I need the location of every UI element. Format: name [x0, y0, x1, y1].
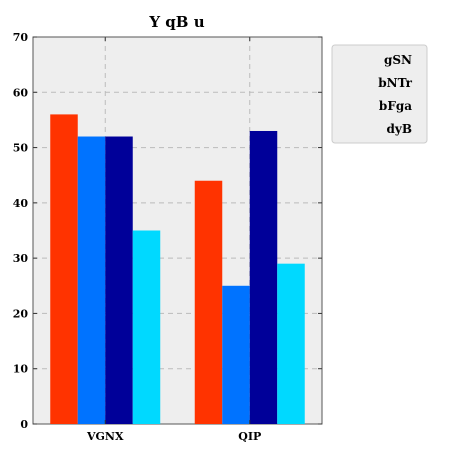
bar: [105, 136, 133, 424]
legend-box: [331, 44, 428, 144]
bar: [222, 285, 250, 424]
y-tick-label: 20: [13, 307, 29, 320]
legend-label: dyB: [386, 122, 412, 136]
bar: [249, 130, 278, 424]
legend-label: gSN: [384, 53, 412, 67]
bars: [50, 114, 305, 425]
chart-title: Y qB u: [148, 13, 204, 31]
legend-label: bFga: [379, 99, 412, 113]
bar: [277, 263, 305, 424]
axis-ticks: 0 10 20 30 40 50 60 70 VGNX QIP: [13, 31, 322, 443]
bar: [77, 136, 106, 424]
legend: gSN bNTr bFga dyB: [331, 44, 428, 144]
legend-label: bNTr: [378, 76, 412, 90]
y-tick-label: 0: [20, 418, 28, 431]
y-tick-label: 10: [13, 363, 29, 376]
bar: [132, 230, 161, 424]
y-tick-label: 40: [13, 197, 29, 210]
y-tick-label: 70: [13, 31, 29, 44]
y-tick-label: 50: [13, 142, 29, 155]
y-tick-label: 60: [13, 86, 29, 99]
bar: [194, 180, 223, 424]
x-tick-label: QIP: [238, 430, 261, 443]
y-tick-label: 30: [13, 252, 29, 265]
x-tick-label: VGNX: [86, 430, 124, 443]
bar: [50, 114, 78, 425]
